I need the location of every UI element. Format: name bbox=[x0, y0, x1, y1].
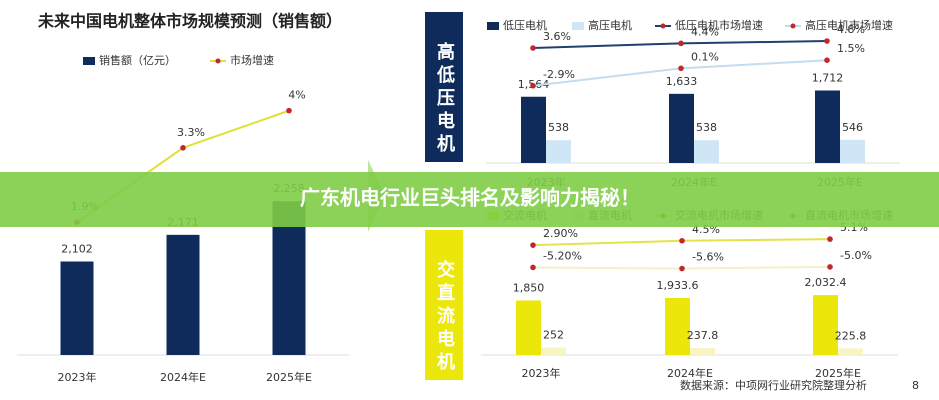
banner-band bbox=[0, 172, 939, 227]
legend-label: 高压电机市场增速 bbox=[805, 18, 893, 32]
x-tick-label: 2023年 bbox=[58, 370, 97, 384]
bar bbox=[815, 90, 840, 163]
bar bbox=[840, 139, 865, 163]
value-label: 2.90% bbox=[543, 227, 578, 240]
x-tick-label: 2024年E bbox=[667, 366, 713, 380]
point bbox=[530, 242, 536, 248]
value-label: 546 bbox=[842, 121, 863, 134]
bar bbox=[694, 140, 719, 163]
value-label: 0.1% bbox=[691, 50, 719, 63]
point bbox=[678, 40, 684, 47]
legend-swatch bbox=[572, 22, 584, 30]
value-label: -5.0% bbox=[840, 249, 872, 262]
legend-label: 销售额（亿元） bbox=[99, 53, 176, 67]
point bbox=[827, 236, 833, 242]
page-number: 8 bbox=[912, 379, 919, 392]
bar bbox=[838, 348, 863, 355]
side-band bbox=[425, 12, 463, 162]
value-label: 237.8 bbox=[687, 329, 719, 342]
bar bbox=[665, 298, 690, 355]
value-label: 225.8 bbox=[835, 329, 867, 342]
legend-dot bbox=[790, 23, 796, 29]
legend-swatch bbox=[83, 57, 95, 65]
value-label: 1.5% bbox=[837, 42, 865, 55]
value-label: 252 bbox=[543, 329, 564, 342]
point bbox=[824, 38, 830, 44]
side-band bbox=[425, 230, 463, 380]
point bbox=[530, 82, 536, 89]
bar bbox=[60, 261, 94, 355]
bar bbox=[669, 93, 694, 163]
point bbox=[679, 237, 685, 244]
point bbox=[824, 57, 830, 64]
bar bbox=[521, 96, 546, 163]
value-label: 2,032.4 bbox=[805, 276, 847, 289]
value-label: 3.3% bbox=[177, 126, 205, 139]
value-label: 1,933.6 bbox=[657, 279, 699, 292]
value-label: 2,102 bbox=[61, 243, 93, 256]
point bbox=[286, 107, 292, 114]
legend-dot bbox=[215, 58, 221, 64]
x-tick-label: 2024年E bbox=[160, 370, 206, 384]
value-label: -5.20% bbox=[543, 249, 582, 262]
legend-label: 低压电机 bbox=[503, 18, 547, 32]
bar bbox=[546, 140, 571, 163]
value-label: 1,633 bbox=[666, 75, 698, 88]
value-label: 4.8% bbox=[837, 23, 865, 36]
bar bbox=[516, 300, 541, 355]
bar bbox=[813, 295, 838, 355]
bar bbox=[541, 347, 566, 355]
value-label: 538 bbox=[548, 121, 569, 134]
point bbox=[180, 145, 186, 151]
bar bbox=[166, 234, 200, 355]
legend-label: 低压电机市场增速 bbox=[675, 18, 763, 32]
value-label: 1,850 bbox=[513, 281, 545, 294]
bar bbox=[690, 347, 715, 355]
value-label: 3.6% bbox=[543, 30, 571, 43]
side-label: 交直流电机 bbox=[434, 259, 455, 375]
point bbox=[678, 65, 684, 72]
value-label: -2.9% bbox=[543, 68, 575, 81]
point bbox=[827, 264, 833, 270]
legend-label: 市场增速 bbox=[230, 53, 274, 67]
legend-dot bbox=[660, 23, 666, 29]
legend-label: 高压电机 bbox=[588, 18, 632, 32]
side-label: 高低压电机 bbox=[434, 41, 456, 157]
x-tick-label: 2023年 bbox=[522, 366, 561, 380]
legend-swatch bbox=[487, 22, 499, 30]
x-tick-label: 2025年E bbox=[815, 366, 861, 380]
point bbox=[530, 45, 536, 51]
value-label: 538 bbox=[696, 121, 717, 134]
banner-text: 广东机电行业巨头排名及影响力揭秘！ bbox=[300, 186, 640, 210]
point bbox=[679, 265, 685, 272]
source: 数据来源：中项网行业研究院整理分析 bbox=[680, 378, 867, 392]
value-label: -5.6% bbox=[692, 251, 724, 264]
chart-title: 未来中国电机整体市场规模预测（销售额） bbox=[37, 12, 342, 31]
value-label: 4.4% bbox=[691, 25, 719, 38]
x-tick-label: 2025年E bbox=[266, 370, 312, 384]
value-label: 1,712 bbox=[812, 71, 844, 84]
value-label: 4% bbox=[288, 89, 305, 102]
point bbox=[530, 264, 536, 271]
